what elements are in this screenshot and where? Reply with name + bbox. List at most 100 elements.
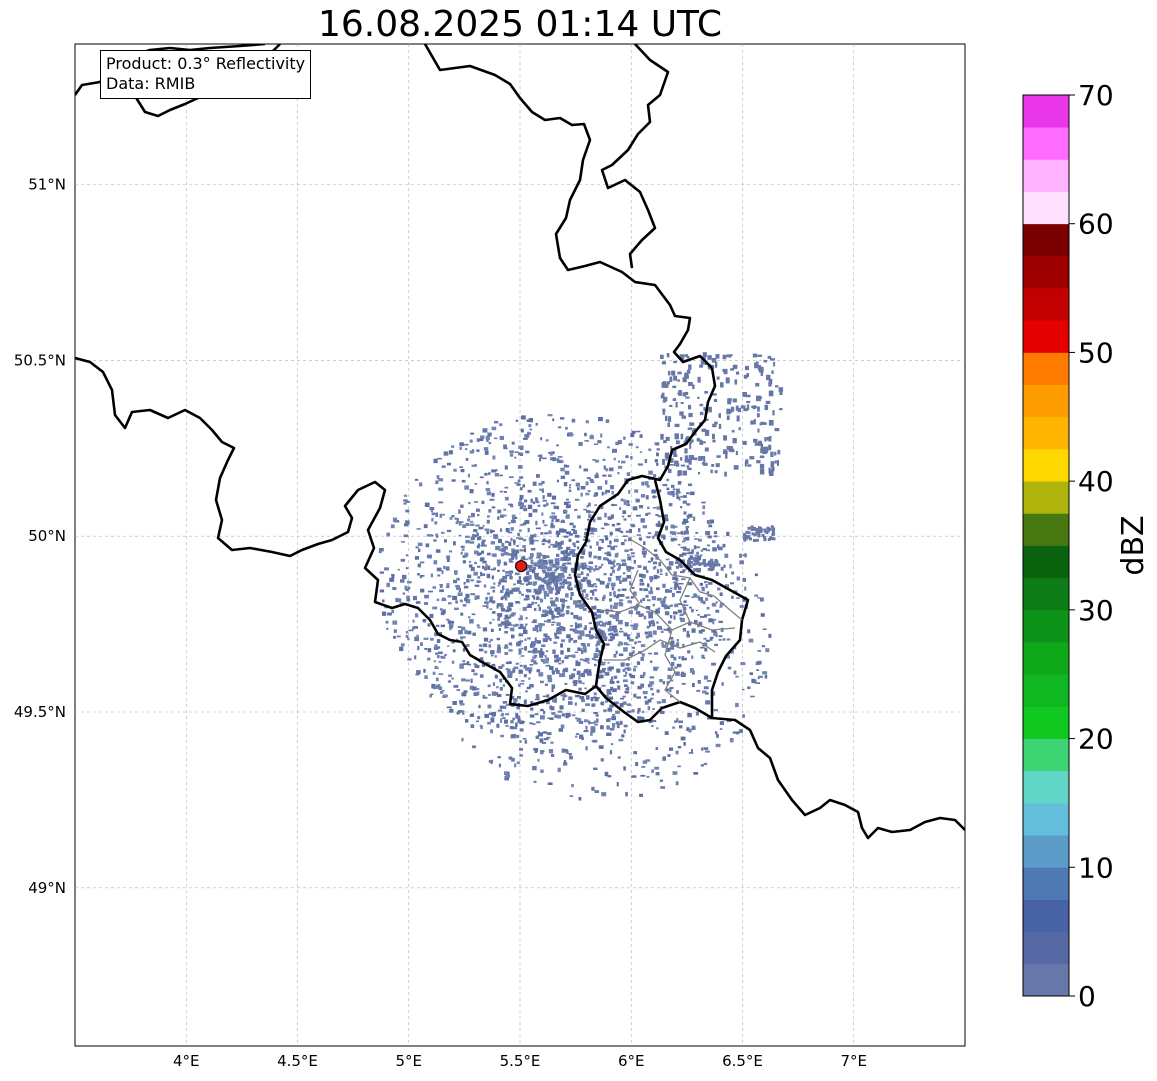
echo-cell (725, 573, 728, 578)
echo-cell (523, 522, 527, 526)
echo-cell (668, 370, 671, 376)
echo-cell (431, 683, 435, 689)
echo-cell (601, 661, 606, 664)
echo-cell (719, 605, 723, 608)
echo-cell (540, 437, 543, 441)
echo-cell (643, 588, 648, 592)
echo-cell (750, 420, 755, 425)
echo-cell (677, 586, 682, 591)
echo-cell (492, 611, 496, 613)
echo-cell (599, 581, 605, 585)
echo-cell (476, 580, 480, 583)
echo-cell (597, 614, 602, 619)
echo-cell (615, 613, 619, 618)
echo-cell (438, 661, 442, 663)
echo-cell (672, 771, 678, 775)
echo-cell (678, 390, 682, 396)
echo-cell (729, 649, 734, 654)
echo-cell (512, 717, 515, 721)
echo-cell (674, 460, 679, 465)
echo-cell (670, 524, 675, 529)
echo-cell (744, 535, 748, 539)
echo-cell (694, 538, 699, 540)
echo-cell (619, 642, 624, 646)
echo-cell (434, 521, 438, 525)
echo-cell (595, 714, 599, 717)
echo-cell (681, 578, 686, 581)
echo-cell (645, 595, 649, 598)
echo-cell (414, 636, 419, 642)
echo-cell (556, 670, 560, 674)
echo-cell (538, 564, 542, 568)
echo-cell (545, 636, 551, 640)
echo-cell (528, 670, 532, 674)
echo-cell (627, 569, 631, 572)
echo-cell (473, 692, 478, 696)
echo-cell (504, 625, 507, 629)
echo-cell (585, 481, 589, 486)
echo-cell (542, 570, 546, 574)
echo-cell (595, 632, 598, 636)
echo-cell (578, 676, 581, 680)
echo-cell (684, 391, 689, 395)
echo-cell (534, 539, 539, 542)
echo-cell (678, 563, 682, 567)
echo-cell (523, 699, 527, 704)
echo-cell (547, 674, 552, 679)
echo-cell (435, 684, 440, 689)
echo-cell (467, 473, 470, 478)
echo-cell (419, 575, 423, 579)
echo-cell (656, 452, 659, 457)
echo-cell (692, 384, 695, 390)
echo-cell (686, 548, 690, 552)
echo-cell (575, 717, 578, 720)
echo-cell (472, 632, 476, 636)
echo-cell (449, 620, 455, 624)
echo-cell (632, 506, 638, 511)
echo-cell (458, 534, 462, 537)
echo-cell (485, 564, 488, 566)
echo-cell (507, 673, 513, 678)
echo-cell (533, 588, 538, 593)
echo-cell (688, 382, 693, 386)
echo-cell (591, 786, 595, 791)
echo-cell (415, 601, 421, 604)
echo-cell (676, 639, 679, 642)
echo-cell (603, 573, 607, 576)
echo-cell (523, 508, 528, 512)
echo-cell (448, 674, 452, 677)
echo-cell (436, 639, 441, 643)
echo-cell (770, 464, 773, 468)
echo-cell (561, 639, 565, 643)
echo-cell (658, 476, 661, 480)
echo-cell (405, 522, 410, 525)
echo-cell (593, 555, 598, 559)
echo-cell (550, 572, 554, 575)
echo-cell (598, 637, 601, 641)
echo-cell (499, 579, 502, 583)
echo-cell (564, 657, 569, 659)
echo-cell (559, 626, 564, 631)
echo-cell (668, 561, 674, 566)
echo-cell (565, 515, 570, 519)
echo-cell (620, 530, 624, 534)
echo-cell (706, 591, 710, 594)
echo-cell (541, 543, 545, 545)
echo-cell (379, 571, 384, 574)
echo-cell (682, 392, 687, 397)
echo-cell (504, 593, 507, 597)
echo-cell (604, 672, 610, 676)
echo-cell (441, 689, 445, 692)
echo-cell (433, 458, 438, 464)
echo-cell (753, 419, 756, 425)
echo-cell (475, 524, 480, 527)
echo-cell (699, 364, 704, 368)
echo-cell (537, 758, 540, 762)
echo-cell (682, 540, 686, 543)
echo-cell (613, 564, 616, 568)
echo-cell (641, 481, 644, 486)
echo-cell (623, 766, 626, 771)
echo-cell (706, 606, 710, 610)
echo-cell (753, 533, 757, 537)
echo-cell (534, 698, 539, 701)
